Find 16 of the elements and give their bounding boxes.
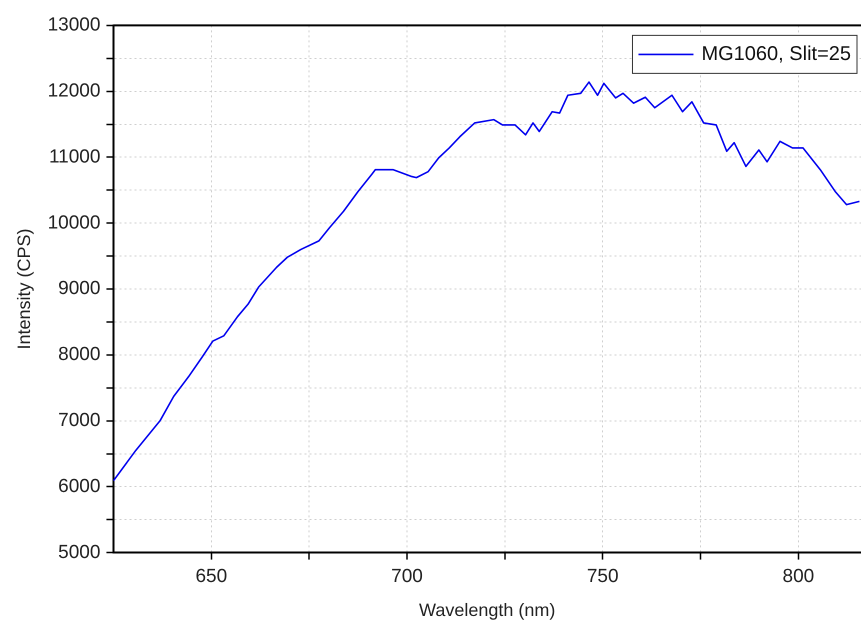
y-tick-label: 5000 [58, 542, 100, 563]
x-tick-label: 750 [586, 566, 619, 588]
x-tick-label: 650 [195, 566, 228, 588]
x-axis-title: Wavelength (nm) [419, 600, 556, 620]
y-tick-label: 9000 [58, 278, 100, 300]
legend-label: MG1060, Slit=25 [701, 42, 851, 65]
y-tick-label: 11000 [48, 146, 100, 168]
x-tick-label: 700 [391, 566, 423, 588]
y-tick-label: 6000 [58, 476, 100, 497]
x-tick-label: 800 [782, 566, 814, 588]
y-tick-label: 7000 [58, 410, 100, 432]
y-axis-title: Intensity (CPS) [14, 228, 34, 350]
y-tick-label: 10000 [48, 212, 100, 234]
y-tick-label: 8000 [58, 344, 100, 366]
y-tick-label: 13000 [48, 14, 100, 36]
y-tick-label: 12000 [48, 80, 100, 102]
